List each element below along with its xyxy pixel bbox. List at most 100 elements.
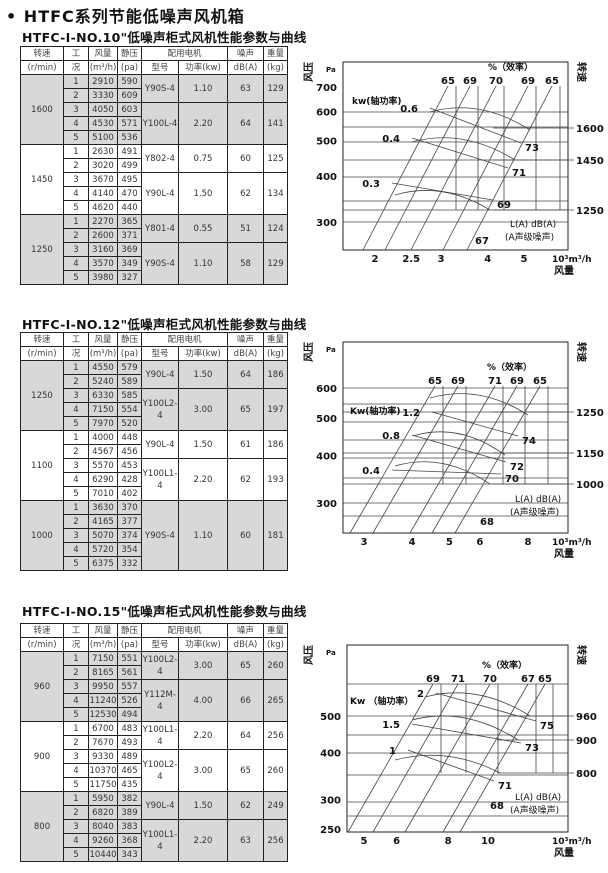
power-line [435,692,537,722]
table-row: 1600 1 2910 590 Y90S-4 1.10 63 129 [20,74,289,145]
pressure-cell: 499 [117,158,142,173]
motor-model-cell: Y90S-4 [141,74,179,103]
case-cell: 3 [63,528,89,543]
motor-power-cell: 1.50 [177,172,229,215]
case-cell: 5 [63,270,89,285]
noise-cell: 66 [227,679,265,722]
header-case: 工 [63,332,89,347]
motor-power-cell: 4.00 [177,679,229,722]
flow-cell: 10440 [88,847,118,862]
motor-model-cell: Y90L-4 [141,430,179,459]
header-weight: 重量 [263,332,289,347]
weight-cell: 141 [263,102,289,145]
header-noise: 噪声 [227,623,265,638]
case-cell: 1 [63,214,89,229]
noise-label: 73 [525,743,539,754]
efficiency-label: 65 [428,376,442,387]
table-row: 800 1 5950 382 Y90L-4 1.50 62 249 [20,791,289,862]
power-label: 1.5 [382,720,400,731]
flow-cell: 4000 [88,430,118,445]
x-tick-label: 2.5 [402,254,420,265]
motor-power-cell: 1.50 [177,360,229,389]
flow-cell: 3670 [88,172,118,187]
rpm-label: 1600 [576,124,604,135]
case-cell: 2 [63,444,89,459]
weight-cell: 256 [263,819,289,862]
case-cell: 1 [63,74,89,89]
header-noise-unit: dB(A) [227,60,265,75]
pressure-cell: 343 [117,847,142,862]
rpm-cell: 1600 [20,74,64,145]
motor-model-cell: Y100L-4 [141,102,179,145]
efficiency-title: %（效率） [482,659,527,671]
header-pressure-unit: (pa) [117,60,142,75]
case-cell: 5 [63,777,89,792]
pressure-cell: 494 [117,707,142,722]
y-tick-label: 300 [316,218,337,229]
weight-cell: 186 [263,360,289,389]
x-axis-title: 风量 [554,846,574,859]
efficiency-line [459,683,546,833]
pressure-cell: 368 [117,833,142,848]
header-row: (r/min) 况 (m³/h) (pa) 型号 功率(kw) dB(A) (kg) [20,60,289,75]
table-heading-no12: HTFC-Ⅰ-NO.12"低噪声柜式风机性能参数与曲线 [22,317,307,332]
noise-label: 75 [540,721,554,732]
rpm-label: 900 [576,736,597,747]
pressure-cell: 369 [117,242,142,257]
y-tick-label: 500 [320,712,341,723]
motor-model-cell: Y112M-4 [141,679,179,722]
motor-power-cell: 0.75 [177,144,229,173]
table-row: 3 9950 557 Y112M-4 4.00 66 265 [20,679,289,722]
header-row: (r/min) 况 (m³/h) (pa) 型号 功率(kw) dB(A) (kg) [20,346,289,361]
motor-power-cell: 2.20 [177,819,229,862]
noise-cell: 65 [227,651,265,680]
motor-model-cell: Y90L-4 [141,791,179,820]
rpm-cell: 800 [20,791,64,862]
motor-model-cell: Y100L1-4 [141,721,179,750]
motor-power-cell: 2.20 [177,458,229,501]
x-tick-label: 4 [484,254,491,265]
case-cell: 1 [63,500,89,515]
x-tick-label: 5 [521,254,528,265]
efficiency-label: 65 [545,76,559,87]
chart-frame [346,644,569,833]
flow-cell: 7670 [88,735,118,750]
pressure-cell: 470 [117,186,142,201]
noise-cell: 65 [227,749,265,792]
power-line [429,107,522,144]
case-cell: 3 [63,749,89,764]
flow-cell: 6330 [88,388,118,403]
x-tick-label: 10 [481,836,495,847]
pressure-cell: 483 [117,721,142,736]
y-tick-label: 500 [316,414,337,425]
pressure-cell: 589 [117,374,142,389]
flow-cell: 12530 [88,707,118,722]
header-weight: 重量 [263,623,289,638]
rpm-cell: 960 [20,651,64,722]
motor-model-cell: Y90L-4 [141,172,179,215]
table-row: 3 8040 383 Y100L1-4 2.20 63 256 [20,819,289,862]
pressure-cell: 349 [117,256,142,271]
efficiency-title: %（效率） [488,61,533,73]
flow-cell: 6820 [88,805,118,820]
pressure-cell: 370 [117,500,142,515]
case-cell: 3 [63,172,89,187]
y-tick-label: 250 [320,825,341,836]
power-line [411,723,522,744]
noise-label: 68 [490,801,504,812]
case-cell: 1 [63,360,89,375]
flow-cell: 6375 [88,556,118,571]
case-cell: 2 [63,735,89,750]
page-title: • HTFC系列节能低噪声风机箱 [6,7,245,26]
header-rpm-unit: (r/min) [20,346,64,361]
header-power: 功率(kw) [177,637,229,652]
y-tick-label: 300 [320,795,341,806]
case-cell: 3 [63,458,89,473]
noise-cell: 65 [227,388,265,431]
header-row: 转速工风量 静压 配用电机 噪声 重量 [20,623,289,638]
noise-label: 74 [522,436,536,447]
case-cell: 4 [63,833,89,848]
noise-cell: 61 [227,430,265,459]
performance-curve-no10: 700 600 500 400 300 2 2.5 3 4 5 1600 1450 1250 65 69 70… [303,61,604,277]
